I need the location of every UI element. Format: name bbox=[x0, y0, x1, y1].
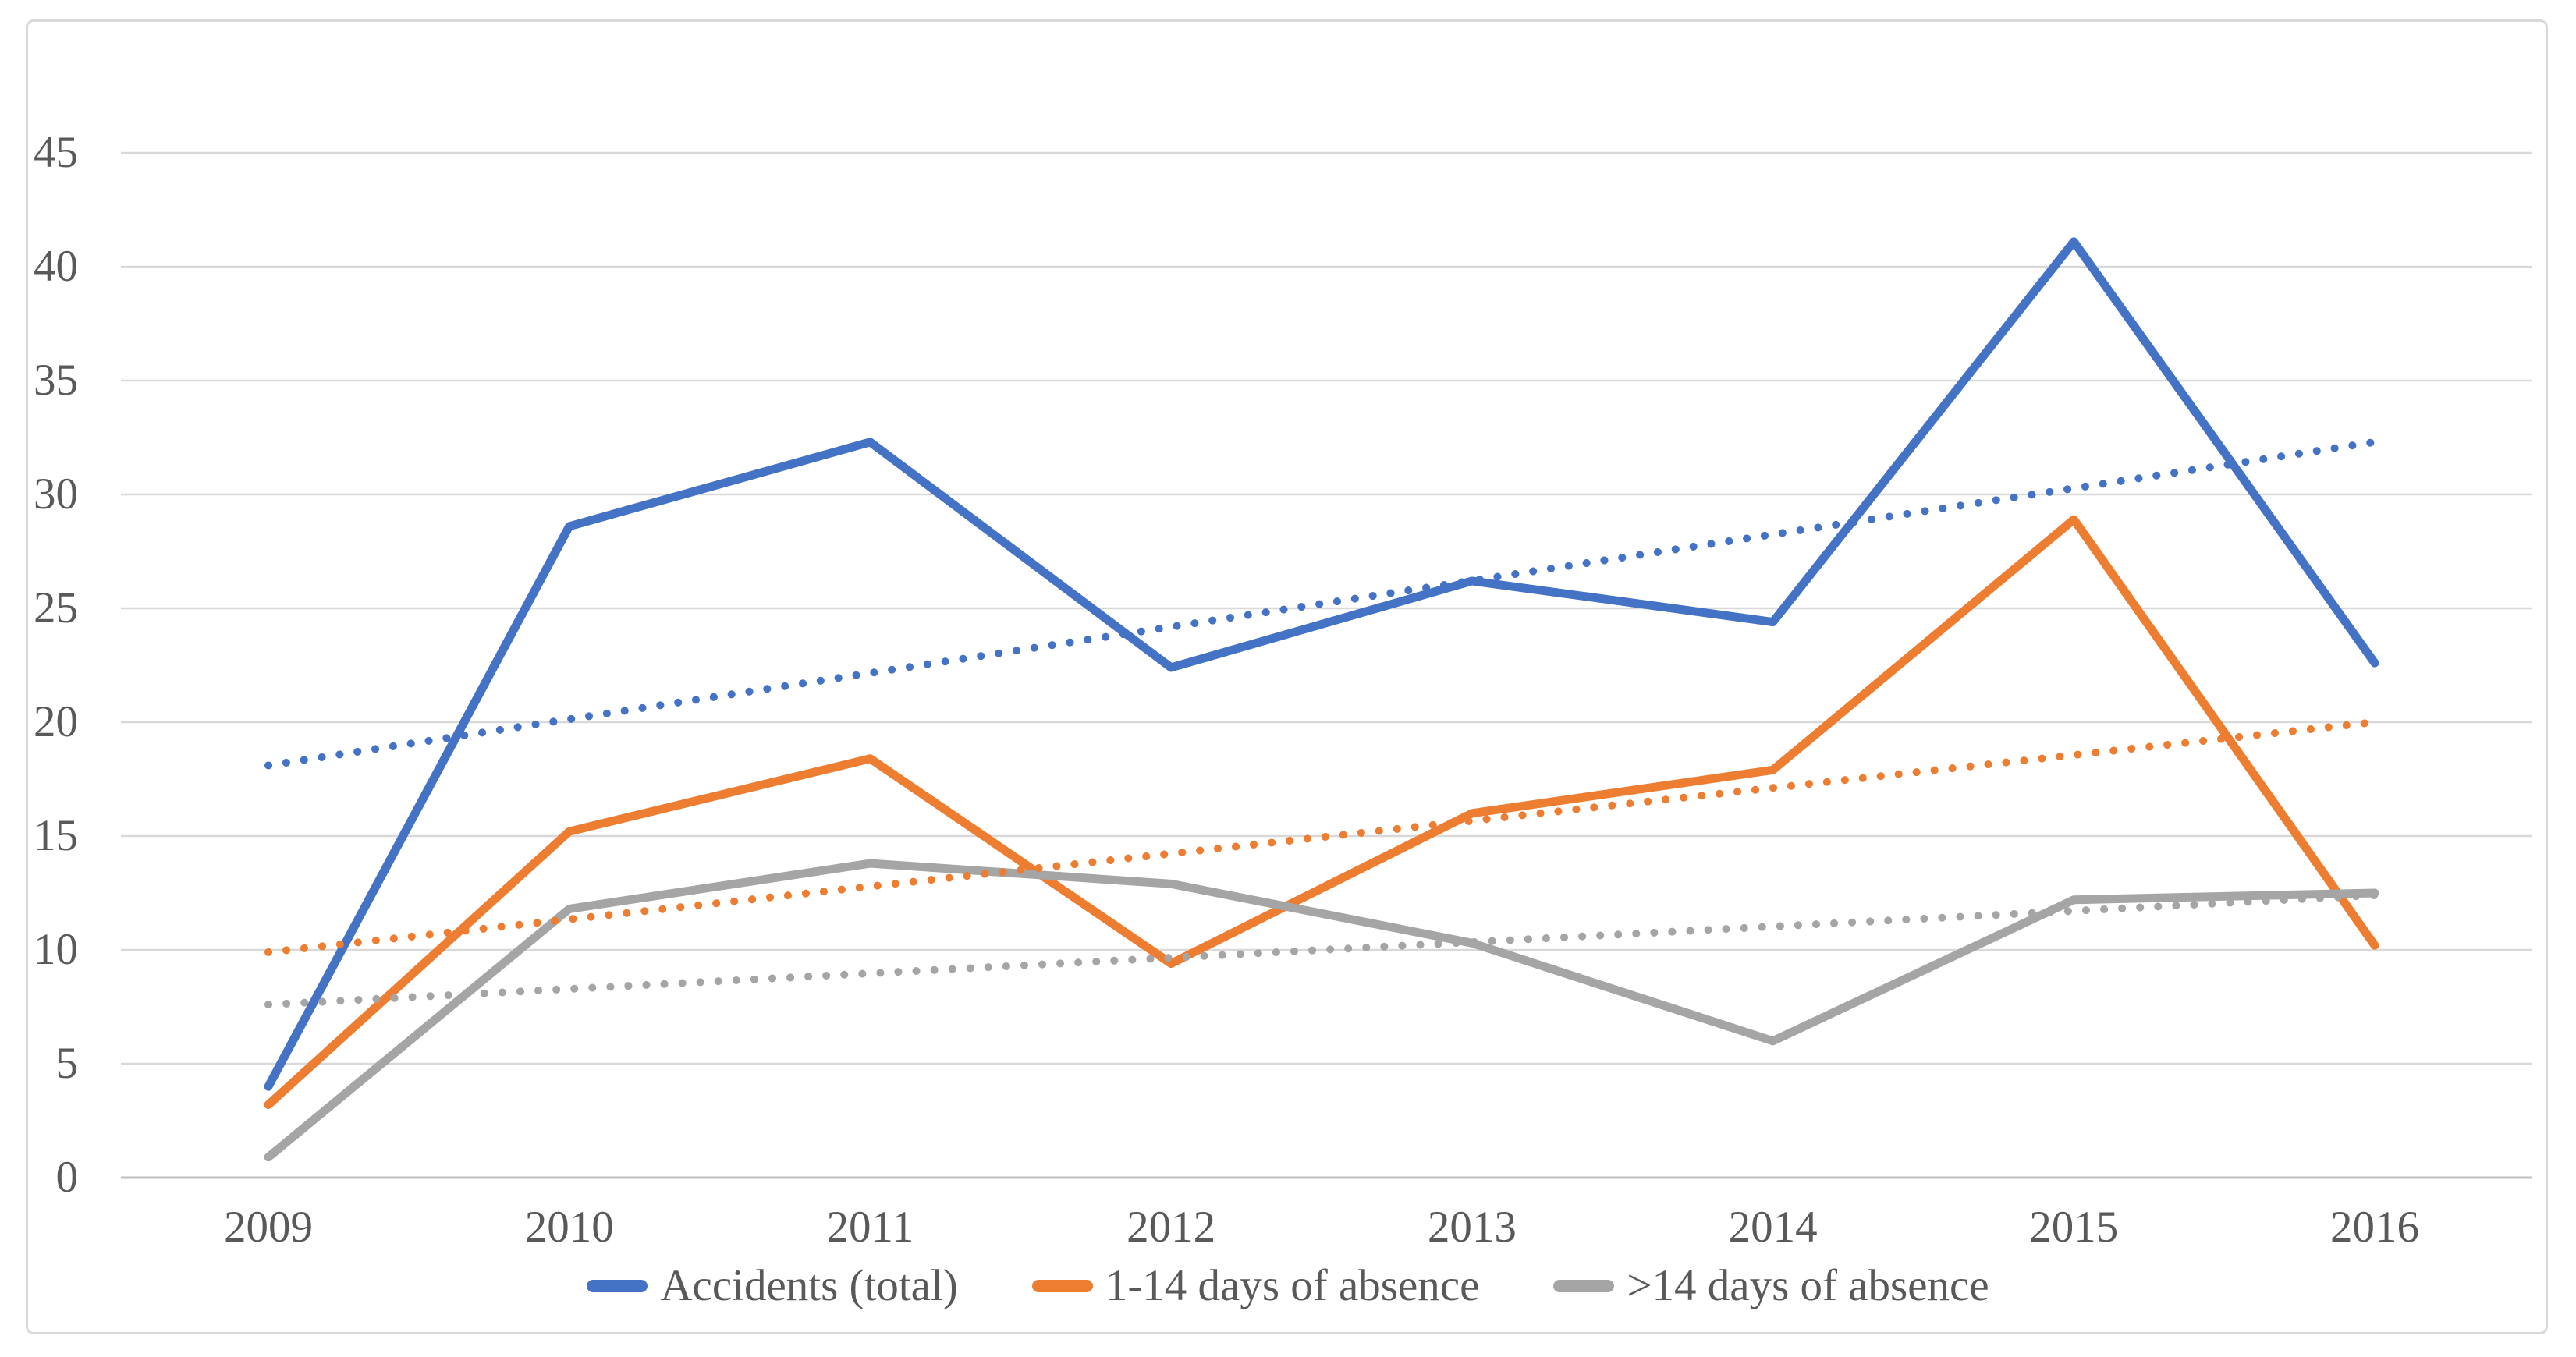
trend-lines bbox=[264, 438, 2379, 1009]
y-axis-tick-label: 35 bbox=[34, 356, 78, 405]
legend-item-accidents-total: Accidents (total) bbox=[587, 1259, 958, 1313]
legend-label: >14 days of absence bbox=[1627, 1261, 1989, 1310]
legend-swatch-over-14-days bbox=[1553, 1280, 1615, 1292]
legend-swatch-1-14-days bbox=[1031, 1280, 1093, 1292]
legend-label: 1-14 days of absence bbox=[1105, 1261, 1480, 1310]
x-axis-tick-label: 2016 bbox=[2329, 1203, 2419, 1252]
x-axis-tick-label: 2009 bbox=[224, 1203, 313, 1252]
y-axis-tick-label: 45 bbox=[34, 128, 78, 177]
legend-item-over-14-days: >14 days of absence bbox=[1553, 1259, 1989, 1313]
chart-border bbox=[26, 19, 2548, 1334]
x-axis-tick-label: 2012 bbox=[1127, 1203, 1216, 1252]
series-line-1-14-days-of-absence bbox=[264, 515, 2379, 1110]
series-line-accidents-total bbox=[264, 237, 2379, 1091]
y-axis-tick-label: 25 bbox=[34, 583, 78, 632]
x-axis-tick-label: 2014 bbox=[1728, 1203, 1818, 1252]
legend-item-1-14-days: 1-14 days of absence bbox=[1031, 1259, 1480, 1313]
series-lines bbox=[264, 237, 2379, 1162]
y-axis-tick-label: 0 bbox=[55, 1153, 79, 1202]
y-axis-tick-label: 40 bbox=[34, 242, 78, 291]
trendline-1-14-days-of-absence bbox=[264, 718, 2379, 956]
y-axis-tick-label: 10 bbox=[34, 925, 78, 974]
gridlines bbox=[121, 151, 2532, 1179]
legend-label: Accidents (total) bbox=[660, 1261, 958, 1310]
legend: Accidents (total) 1-14 days of absence >… bbox=[0, 1259, 2576, 1313]
y-axis-tick-label: 30 bbox=[34, 469, 78, 519]
legend-swatch-accidents-total bbox=[587, 1280, 648, 1292]
y-axis-tick-label: 20 bbox=[34, 697, 78, 746]
x-axis-tick-label: 2015 bbox=[2029, 1203, 2119, 1252]
x-axis-tick-label: 2010 bbox=[524, 1203, 614, 1252]
y-axis-tick-label: 15 bbox=[34, 811, 78, 860]
series-line-14-days-of-absence bbox=[264, 859, 2379, 1162]
y-axis-tick-label: 5 bbox=[55, 1039, 79, 1088]
x-axis-tick-label: 2011 bbox=[826, 1203, 914, 1252]
x-axis-tick-label: 2013 bbox=[1427, 1203, 1517, 1252]
trendline-accidents-total bbox=[264, 438, 2379, 770]
